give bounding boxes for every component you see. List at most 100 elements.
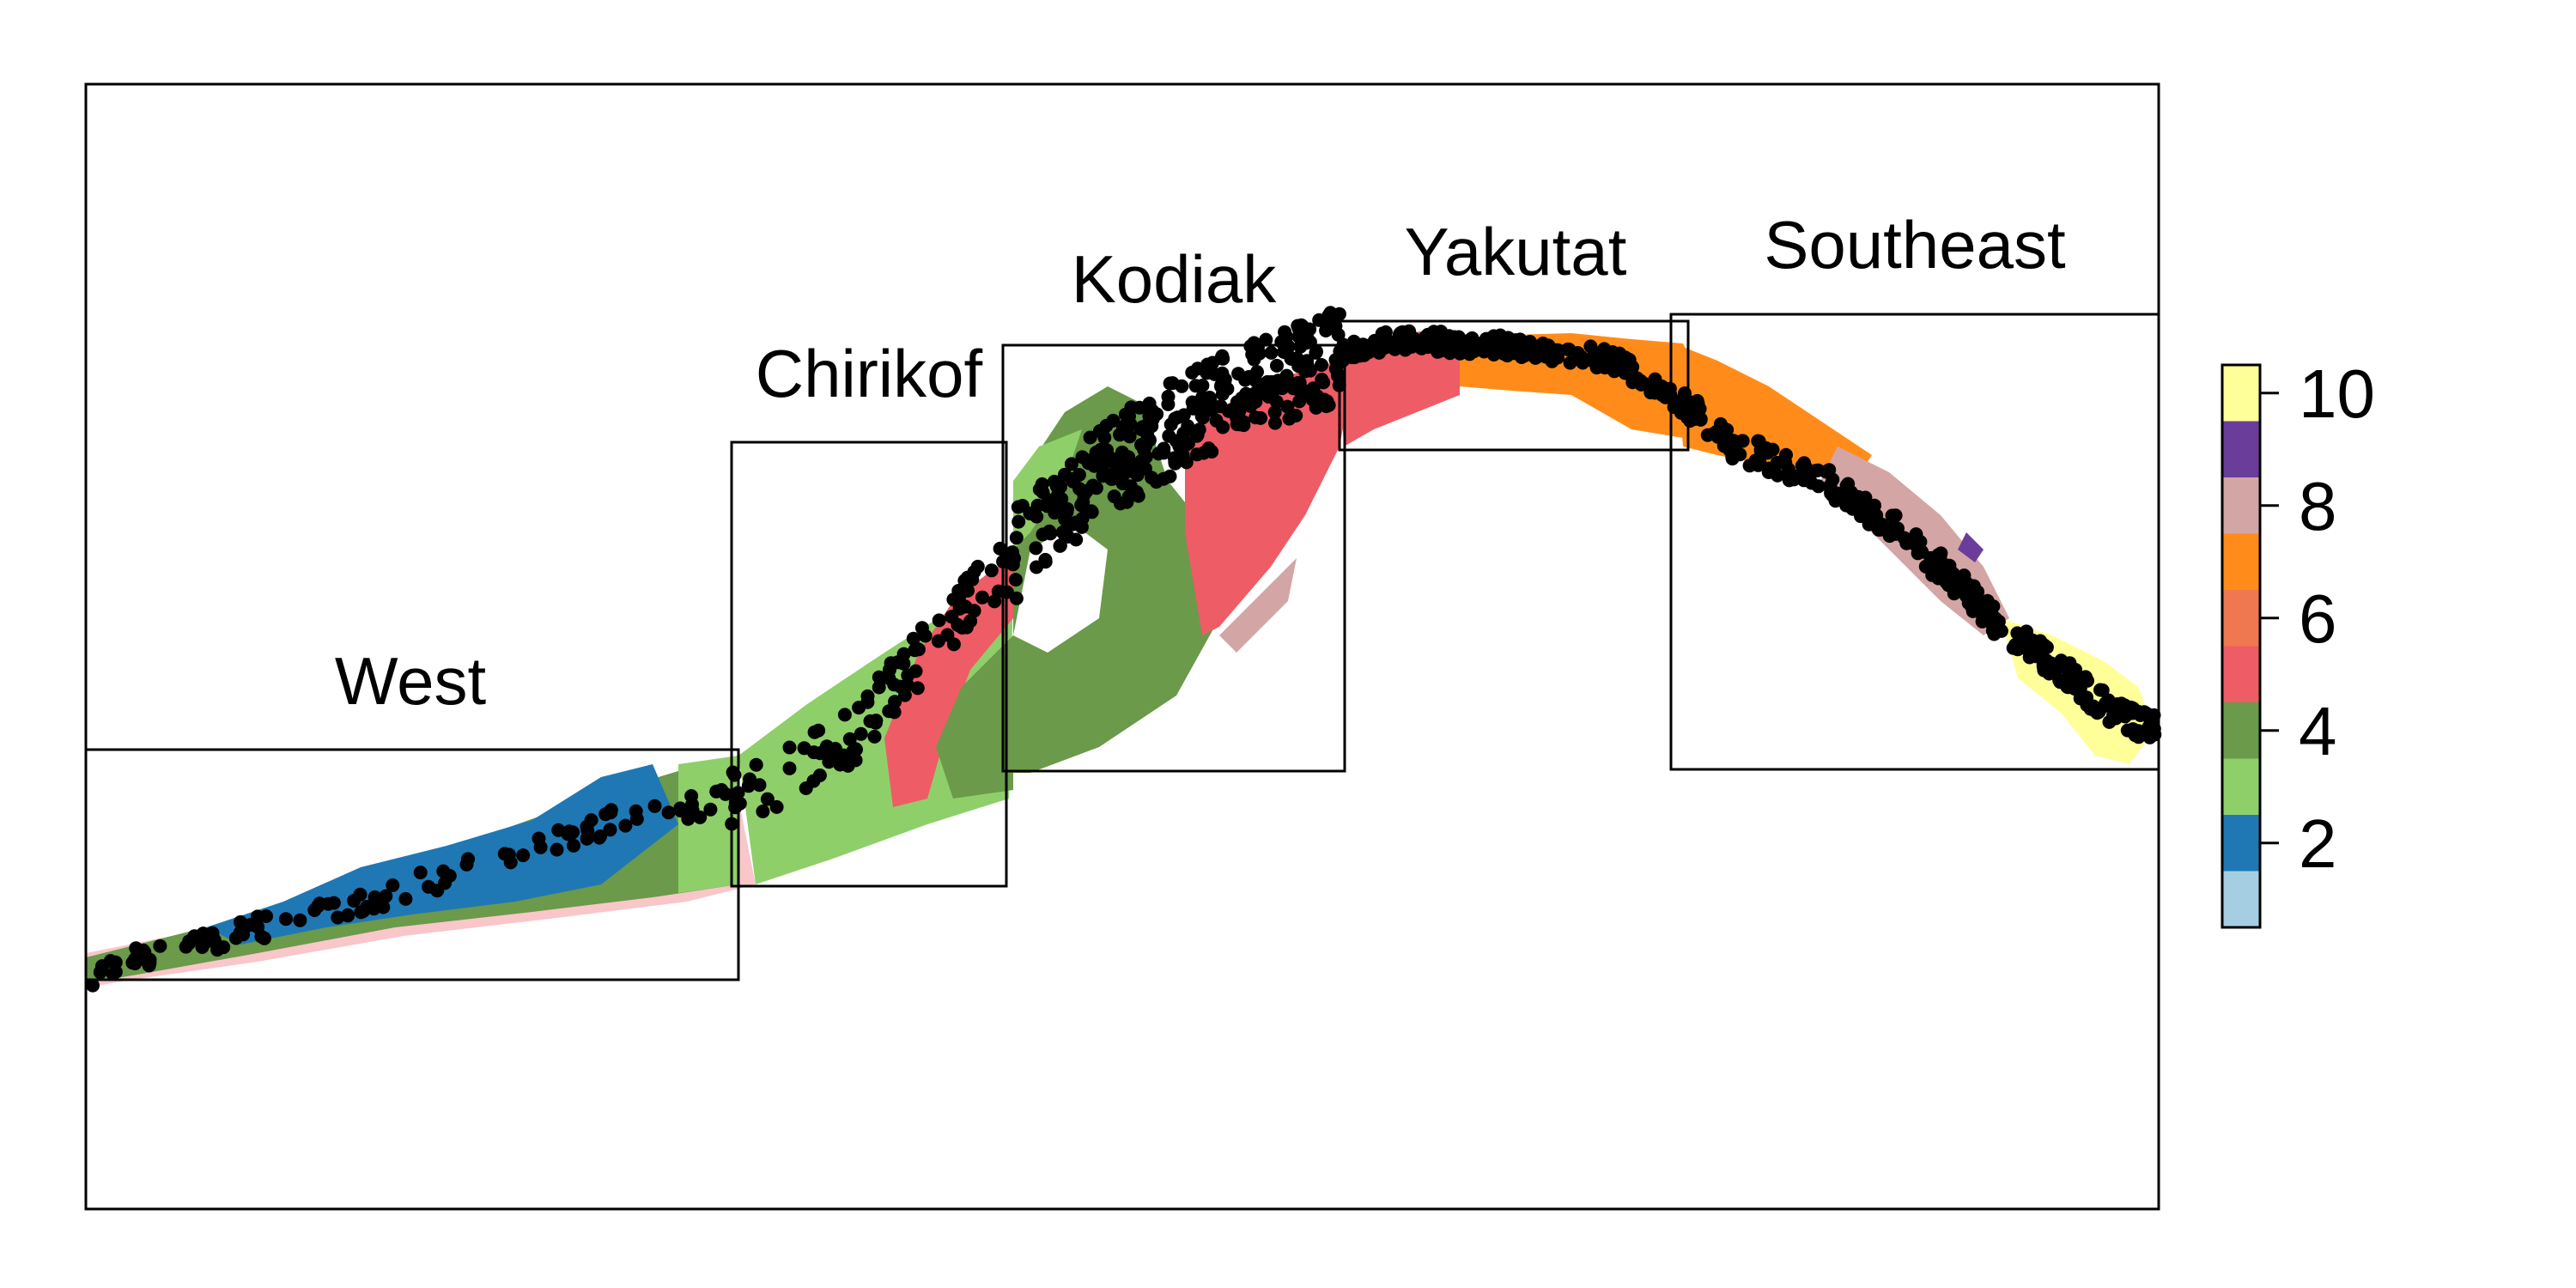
survey-point [1401,324,1416,338]
survey-point [1214,351,1229,366]
survey-point [1269,394,1284,409]
survey-point [1083,430,1097,445]
survey-point [550,842,564,857]
survey-point [1267,405,1282,420]
survey-point [1205,403,1219,417]
survey-point [1966,579,1981,593]
survey-point [743,772,757,787]
survey-point [592,830,606,845]
survey-point [142,958,156,973]
survey-point [806,774,821,788]
survey-point [908,664,923,678]
survey-point [1032,483,1047,496]
survey-point [1098,455,1113,470]
survey-point [782,761,797,775]
survey-point [1378,325,1393,339]
region-label-chirikof: Chirikof [756,336,983,411]
survey-point [882,663,896,677]
survey-point [2117,698,2132,713]
survey-point [1778,455,1793,470]
survey-point [1157,446,1171,460]
survey-point [1549,343,1564,357]
survey-point [970,559,985,574]
survey-point [965,572,980,586]
survey-point [1501,333,1516,348]
survey-point [153,939,167,953]
survey-point [967,604,981,618]
survey-point [1137,443,1151,458]
survey-point [1915,544,1929,559]
survey-point [2142,730,2157,744]
survey-point [1334,355,1349,369]
region-box-chirikof [730,440,1008,888]
survey-point [1252,346,1267,361]
legend-swatch [2222,871,2260,927]
survey-point [854,726,868,741]
survey-point [1192,422,1206,437]
survey-point [1885,508,1899,523]
survey-point [1994,623,2008,638]
survey-point [1300,331,1315,346]
survey-point [1690,393,1704,408]
legend-swatch [2222,815,2260,872]
survey-point [1535,337,1550,350]
survey-point [1822,463,1837,477]
survey-point [1052,494,1066,507]
survey-point [1009,531,1024,545]
survey-point [2069,663,2083,677]
survey-point [369,895,384,909]
survey-point [1453,346,1467,361]
survey-point [413,866,428,880]
survey-point [618,818,633,833]
survey-point [1115,477,1130,491]
survey-point [1201,441,1216,456]
survey-point [2037,638,2051,653]
survey-point [257,931,271,945]
survey-point [516,848,531,863]
survey-point [137,945,152,959]
region-labels: West Chirikof Kodiak Yakutat Southeast [335,207,2066,719]
survey-point [1946,566,1960,580]
survey-point [1139,418,1154,433]
survey-point [769,799,784,814]
survey-point [906,631,920,646]
survey-point [1009,591,1024,605]
survey-point [647,799,662,813]
survey-point [341,908,355,923]
survey-point [1163,417,1178,432]
survey-point [1270,358,1284,373]
survey-point [604,803,618,817]
survey-point [1140,428,1155,442]
survey-point [1598,361,1613,375]
survey-point [1838,494,1853,508]
survey-point [532,831,546,846]
survey-point [846,744,860,759]
survey-point [293,913,307,927]
raster-kodiak-white-gap [1013,524,1108,653]
survey-point [726,765,740,780]
survey-point [749,757,763,772]
legend-tick-label: 8 [2299,468,2337,544]
survey-point [580,823,595,838]
survey-point [1252,377,1267,392]
legend-swatch [2222,533,2260,590]
survey-point [837,708,852,722]
survey-point [863,714,878,728]
survey-point [386,878,400,892]
survey-point [984,563,999,578]
survey-point [932,613,946,628]
survey-point [961,583,975,598]
survey-point [1797,456,1812,471]
survey-point [1179,455,1194,470]
survey-point [1759,440,1773,455]
survey-point [326,896,341,910]
legend-swatch [2222,646,2260,702]
survey-point [250,909,264,924]
survey-point [2093,683,2107,697]
legend-swatch [2222,590,2260,647]
survey-point [1643,386,1658,400]
survey-point [1562,343,1577,356]
survey-point [1811,479,1826,494]
